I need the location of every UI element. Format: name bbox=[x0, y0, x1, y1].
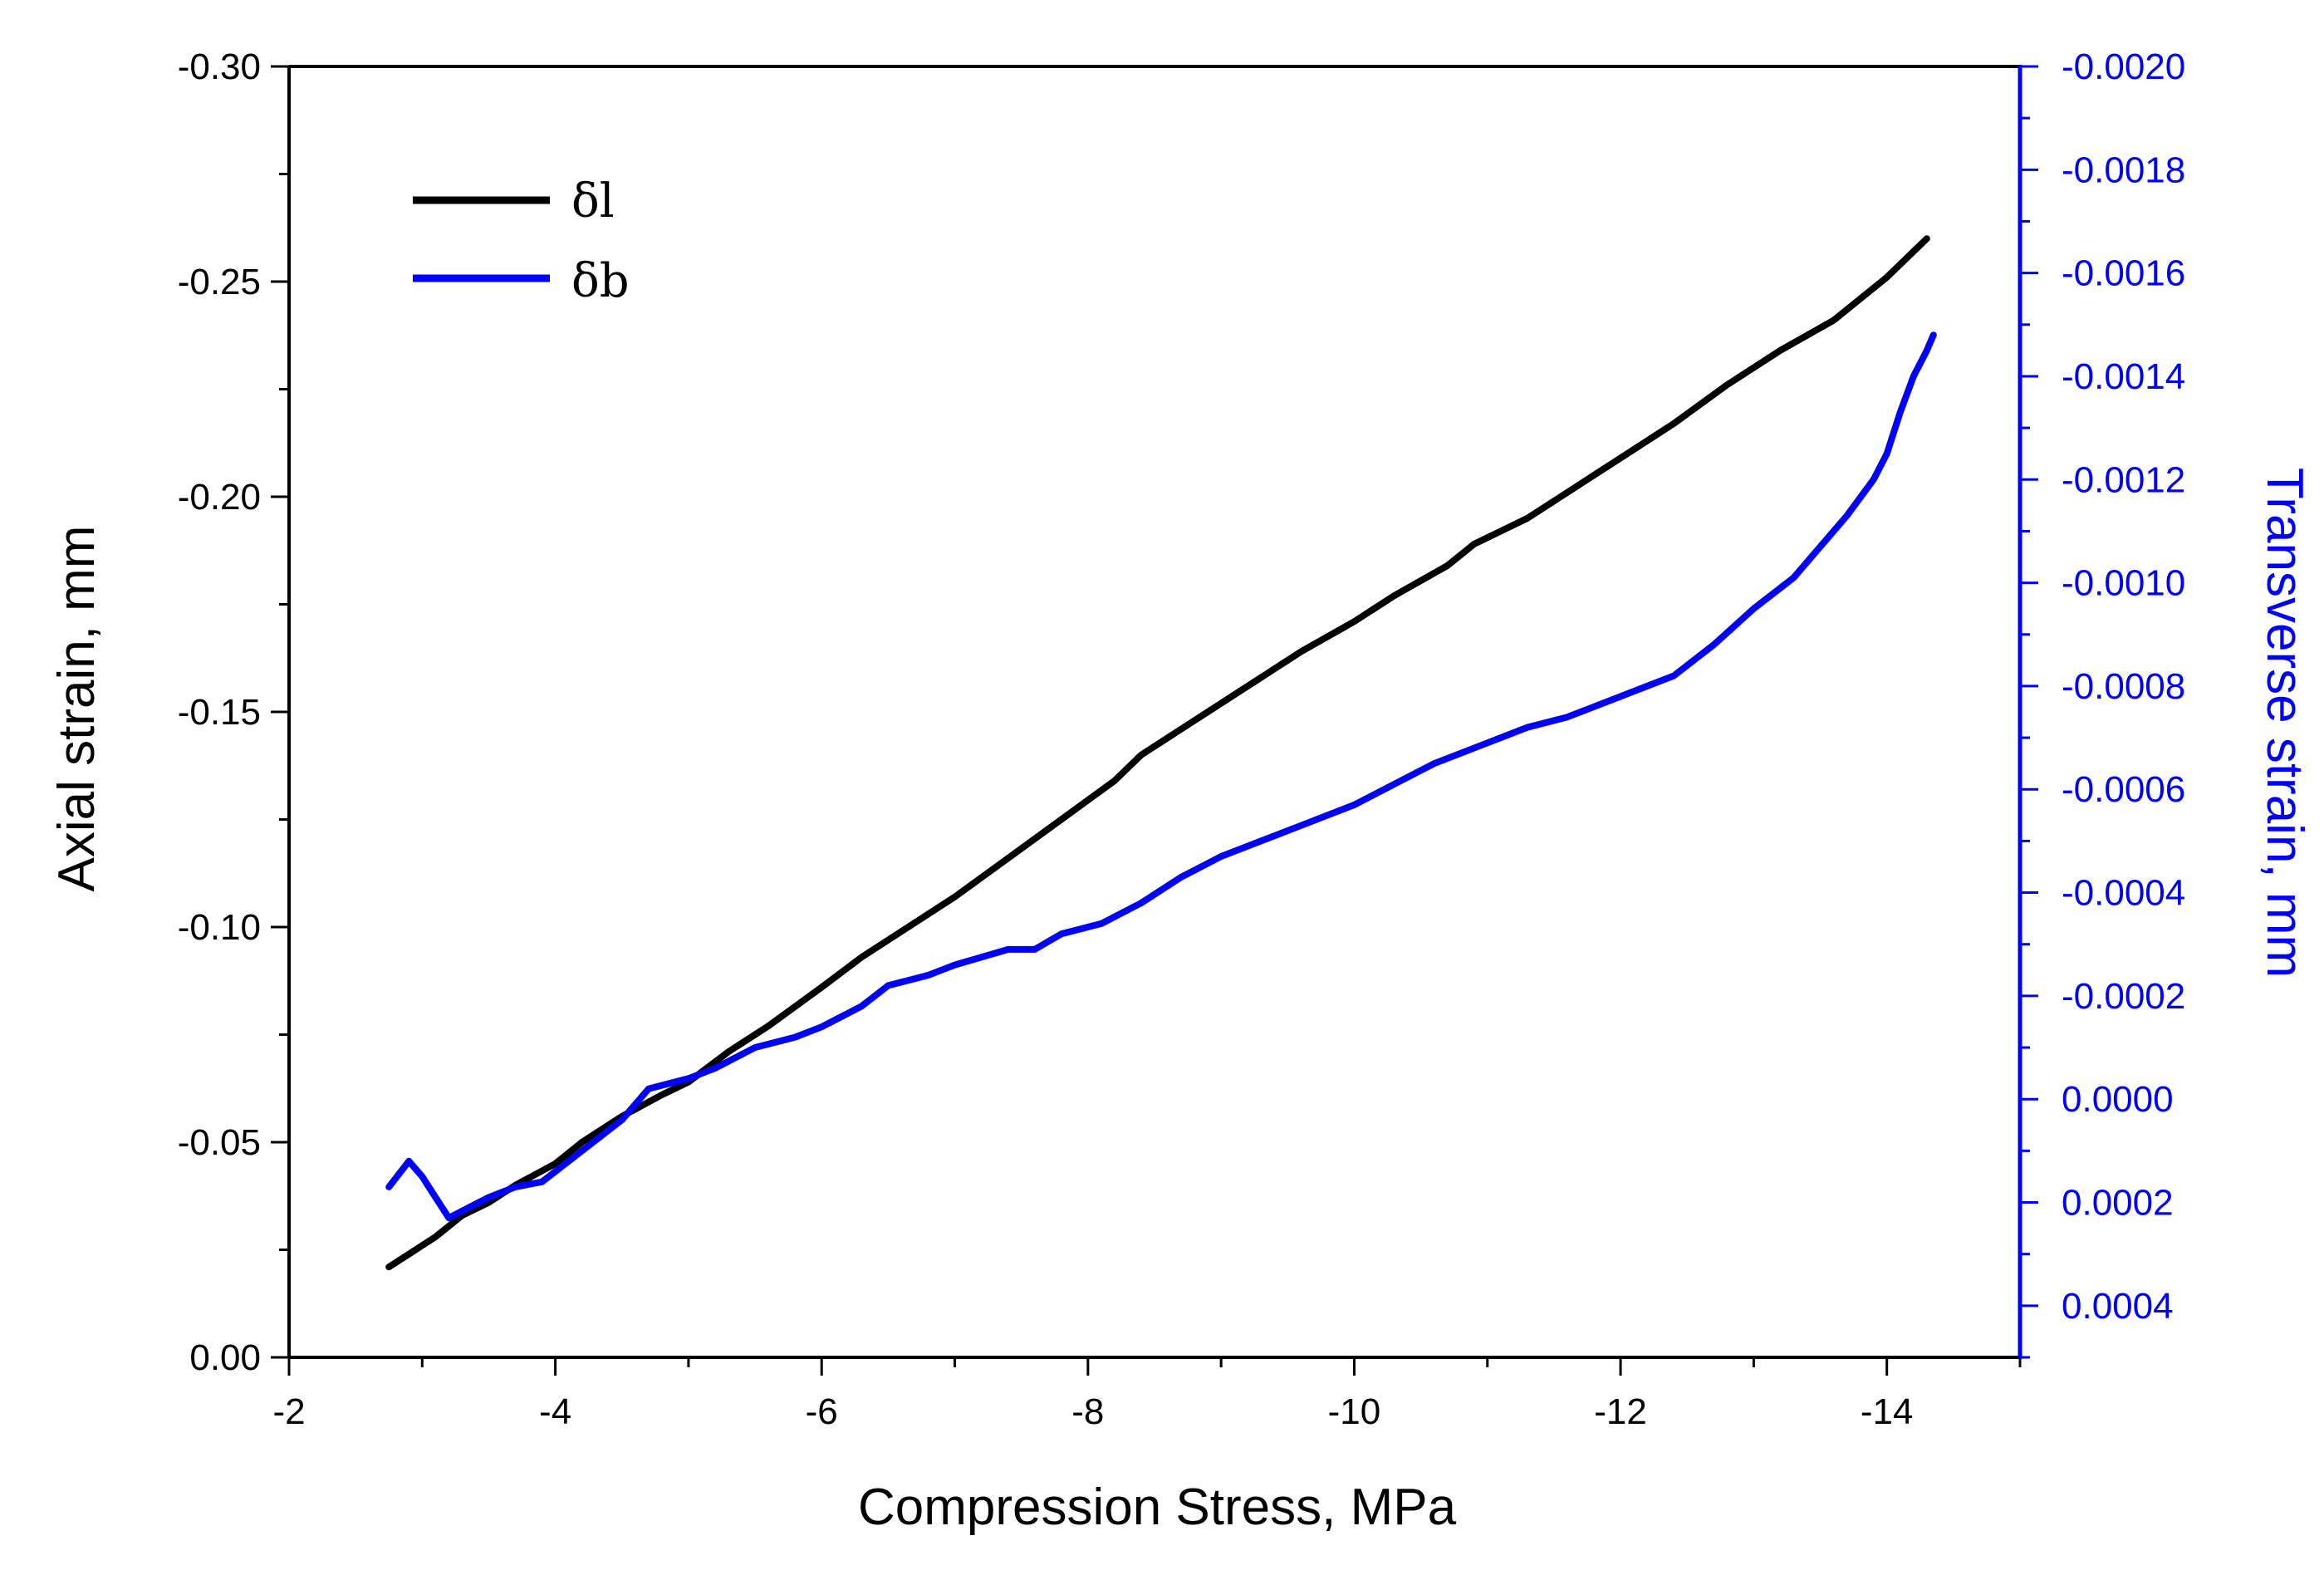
y-tick-label: -0.15 bbox=[178, 692, 261, 733]
series-line-dl bbox=[385, 235, 1930, 1271]
y-axis-left-title: Axial strain, mm bbox=[48, 526, 105, 892]
y2-tick-label: -0.0020 bbox=[2062, 47, 2185, 87]
y-tick-label: 0.00 bbox=[189, 1337, 261, 1378]
y2-tick-label: 0.0004 bbox=[2062, 1286, 2174, 1327]
x-axis-title: Compression Stress, MPa bbox=[858, 1479, 1457, 1536]
y2-tick-label: -0.0012 bbox=[2062, 459, 2185, 500]
y2-tick-label: 0.0000 bbox=[2062, 1079, 2174, 1120]
y-tick-label: -0.30 bbox=[178, 47, 261, 87]
y2-tick-label: -0.0016 bbox=[2062, 253, 2185, 294]
y-axis-left: 0.00 -0.05 -0.10 -0.15 -0.20 -0.25 -0.30 bbox=[178, 47, 289, 1378]
y-tick-label: -0.05 bbox=[178, 1122, 261, 1163]
legend-label-db: δb bbox=[571, 254, 630, 308]
y2-tick-label: -0.0002 bbox=[2062, 976, 2185, 1017]
x-axis: -2 -4 -6 -8 -10 -12 -14 bbox=[272, 1357, 2022, 1432]
legend: δl δb bbox=[413, 174, 630, 308]
y2-tick-label: -0.0010 bbox=[2062, 563, 2185, 604]
y2-tick-label: -0.0014 bbox=[2062, 356, 2185, 397]
y-tick-label: -0.20 bbox=[178, 477, 261, 518]
y2-tick-label: 0.0002 bbox=[2062, 1183, 2174, 1224]
x-tick-label: -12 bbox=[1594, 1391, 1647, 1432]
y2-tick-label: -0.0004 bbox=[2062, 873, 2185, 914]
y-tick-label: -0.10 bbox=[178, 907, 261, 948]
y-axis-right: 0.0004 0.0002 0.0000 -0.0002 -0.0004 -0.0006 -… bbox=[2020, 47, 2185, 1359]
x-tick-label: -10 bbox=[1328, 1391, 1381, 1432]
x-tick-label: -6 bbox=[806, 1391, 838, 1432]
legend-label-dl: δl bbox=[571, 174, 615, 228]
y-axis-right-title: Transverse strain, mm bbox=[2256, 468, 2313, 978]
x-tick-label: -2 bbox=[272, 1391, 305, 1432]
y2-tick-label: -0.0008 bbox=[2062, 666, 2185, 707]
x-tick-label: -8 bbox=[1071, 1391, 1104, 1432]
series-lines bbox=[385, 235, 1937, 1271]
y2-tick-label: -0.0018 bbox=[2062, 150, 2185, 190]
x-tick-label: -4 bbox=[539, 1391, 571, 1432]
y-tick-label: -0.25 bbox=[178, 262, 261, 302]
series-line-db bbox=[385, 331, 1937, 1222]
x-tick-label: -14 bbox=[1861, 1391, 1914, 1432]
y2-tick-label: -0.0006 bbox=[2062, 769, 2185, 810]
